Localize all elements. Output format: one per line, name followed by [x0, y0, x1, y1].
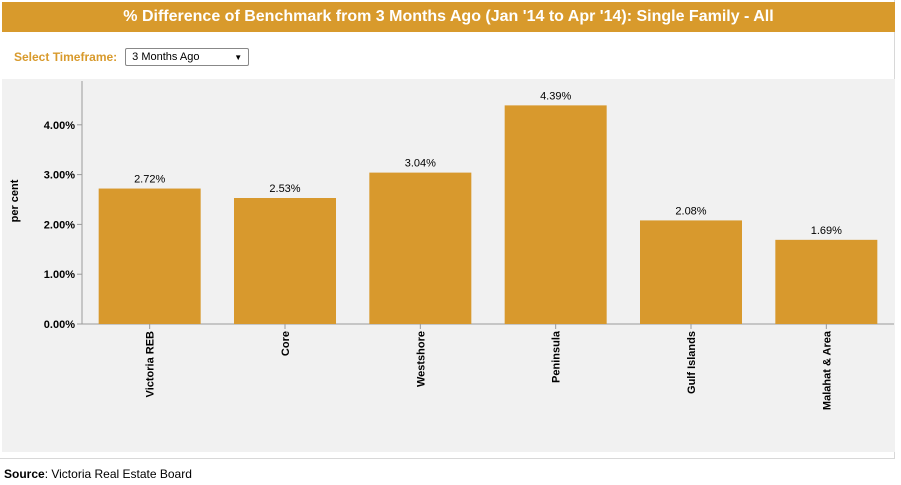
bar-chart: 0.00% 1.00% 2.00% 3.00% 4.00% per cent 2.72% Vi… [9, 81, 894, 410]
source-text: : Victoria Real Estate Board [44, 467, 192, 481]
y-tick-label: 3.00% [44, 170, 75, 182]
chart-title-bar: % Difference of Benchmark from 3 Months … [2, 2, 895, 32]
y-tick-label: 4.00% [44, 120, 75, 132]
y-tick-label: 2.00% [44, 219, 75, 231]
bar [369, 172, 472, 324]
data-label: 2.72% [134, 174, 165, 186]
x-tick-label: Victoria REB [145, 331, 157, 397]
timeframe-select-value: 3 Months Ago [132, 51, 200, 63]
bar [98, 188, 201, 324]
x-tick-label: Gulf Islands [686, 331, 698, 394]
timeframe-controls: Select Timeframe: 3 Months Ago ▼ [14, 46, 250, 68]
bar [640, 220, 742, 324]
x-tick-label: Peninsula [551, 330, 563, 383]
y-axis-title: per cent [9, 179, 21, 222]
data-label: 2.08% [675, 205, 706, 217]
bar [234, 198, 336, 324]
data-label: 1.69% [811, 225, 842, 237]
data-label: 2.53% [269, 183, 300, 195]
x-tick-label: Malahat & Area [821, 330, 833, 410]
source-label: Source [4, 467, 45, 481]
x-tick-label: Core [280, 331, 292, 356]
y-tick-label: 1.00% [44, 269, 75, 281]
chart-title: % Difference of Benchmark from 3 Months … [123, 8, 774, 25]
data-label: 4.39% [540, 90, 571, 102]
timeframe-select[interactable]: 3 Months Ago ▼ [125, 48, 250, 66]
bar [504, 105, 607, 325]
bar [775, 239, 878, 324]
chevron-down-icon: ▼ [234, 52, 243, 62]
source-note: Source: Victoria Real Estate Board [4, 467, 192, 481]
x-tick-label: Westshore [415, 331, 427, 387]
y-tick-label: 0.00% [44, 319, 75, 331]
data-label: 3.04% [405, 158, 436, 170]
timeframe-label: Select Timeframe: [14, 50, 118, 64]
